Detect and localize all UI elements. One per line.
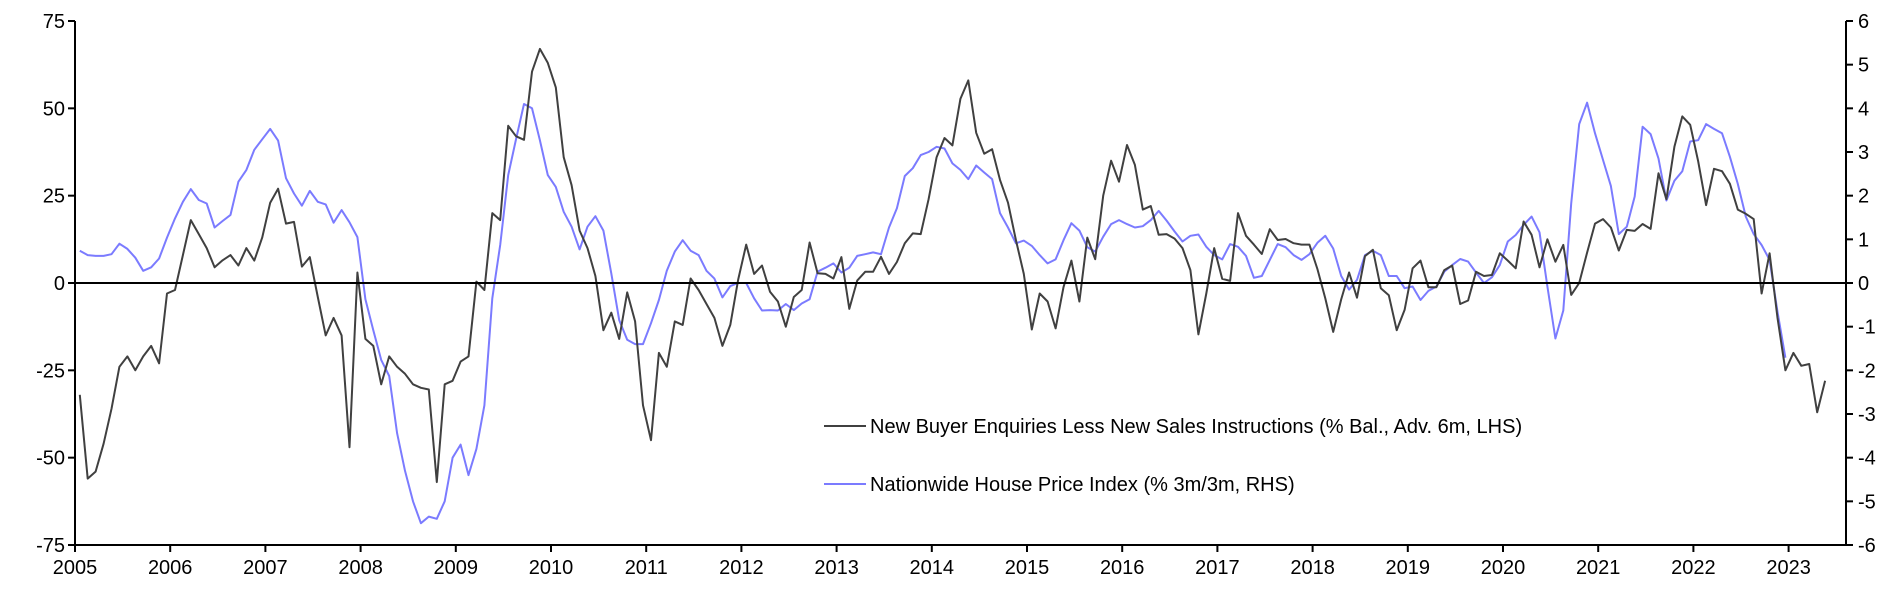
series-line-house-price-index: [79, 101, 1787, 525]
legend-item-house-price-index: Nationwide House Price Index (% 3m/3m, R…: [824, 474, 1295, 496]
left-y-tick-label: -50: [36, 448, 65, 470]
x-tick-label: 2022: [1671, 557, 1716, 579]
right-y-tick-label: 0: [1858, 273, 1869, 295]
legend-label-house-price-index: Nationwide House Price Index (% 3m/3m, R…: [870, 474, 1295, 496]
series-layer: [78, 47, 1827, 525]
x-tick-label: 2012: [719, 557, 764, 579]
legend-label-buyer-enquiries: New Buyer Enquiries Less New Sales Instr…: [870, 416, 1522, 438]
x-tick-label: 2021: [1576, 557, 1621, 579]
x-tick-label: 2011: [625, 557, 668, 579]
right-y-tick-label: -1: [1858, 317, 1876, 339]
left-y-tick-label: 50: [43, 98, 65, 120]
x-tick-label: 2020: [1481, 557, 1526, 579]
legend: New Buyer Enquiries Less New Sales Instr…: [824, 416, 1522, 496]
x-tick-label: 2005: [53, 557, 98, 579]
x-tick-label: 2006: [148, 557, 193, 579]
right-y-tick-label: 3: [1858, 142, 1869, 164]
x-tick-label: 2009: [434, 557, 479, 579]
right-y-tick-label: -4: [1858, 448, 1876, 470]
right-y-ticks: 6 5 4 3 2 1 0 -1 -2 -3 -4 -5 -6: [1846, 11, 1876, 557]
right-y-tick-label: -2: [1858, 360, 1876, 382]
right-y-tick-label: 6: [1858, 11, 1869, 33]
x-tick-label: 2007: [243, 557, 288, 579]
right-y-tick-label: 1: [1858, 229, 1869, 251]
left-y-ticks: 75 50 25 0 -25 -50 -75: [36, 11, 75, 557]
right-y-tick-label: 4: [1858, 98, 1869, 120]
x-tick-label: 2018: [1290, 557, 1335, 579]
x-tick-label: 2016: [1100, 557, 1145, 579]
x-tick-label: 2010: [529, 557, 574, 579]
x-tick-label: 2023: [1766, 557, 1811, 579]
right-y-tick-label: 5: [1858, 55, 1869, 77]
left-y-tick-label: 25: [43, 186, 65, 208]
x-tick-label: 2013: [814, 557, 859, 579]
right-y-tick-label: -3: [1858, 404, 1876, 426]
right-y-tick-label: 2: [1858, 186, 1869, 208]
left-y-tick-label: 0: [54, 273, 65, 295]
right-y-tick-label: -5: [1858, 491, 1876, 513]
x-tick-label: 2014: [910, 557, 955, 579]
series-line-buyer-enquiries: [78, 47, 1827, 484]
x-tick-label: 2019: [1386, 557, 1431, 579]
x-tick-label: 2017: [1195, 557, 1240, 579]
left-y-tick-label: -25: [36, 360, 65, 382]
left-y-tick-label: -75: [36, 535, 65, 557]
legend-item-buyer-enquiries: New Buyer Enquiries Less New Sales Instr…: [824, 416, 1522, 438]
x-tick-label: 2015: [1005, 557, 1050, 579]
right-y-tick-label: -6: [1858, 535, 1876, 557]
left-y-tick-label: 75: [43, 11, 65, 33]
x-ticks: 2005 2006 2007 2008 2009 2010 2011 2012 2013 2014…: [53, 545, 1811, 579]
x-tick-label: 2008: [338, 557, 383, 579]
